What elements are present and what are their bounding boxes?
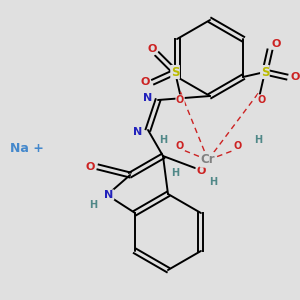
Text: O: O xyxy=(140,77,150,87)
Text: S: S xyxy=(261,65,269,79)
Text: Cr: Cr xyxy=(201,154,215,166)
Text: N: N xyxy=(134,127,142,137)
Text: Na +: Na + xyxy=(10,142,44,154)
Text: H: H xyxy=(254,135,262,145)
Text: O: O xyxy=(196,166,206,176)
Text: H: H xyxy=(89,200,97,210)
Text: S: S xyxy=(171,65,179,79)
Text: O: O xyxy=(258,95,266,105)
Text: N: N xyxy=(143,93,153,103)
Text: O: O xyxy=(176,95,184,105)
Text: O: O xyxy=(290,72,300,82)
Text: N: N xyxy=(104,190,114,200)
Text: O: O xyxy=(271,39,280,49)
Text: O: O xyxy=(85,162,95,172)
Text: H: H xyxy=(171,168,179,178)
Text: O: O xyxy=(147,44,157,54)
Text: H: H xyxy=(209,177,217,187)
Text: O: O xyxy=(234,141,242,151)
Text: O: O xyxy=(176,141,184,151)
Text: H: H xyxy=(159,135,167,145)
